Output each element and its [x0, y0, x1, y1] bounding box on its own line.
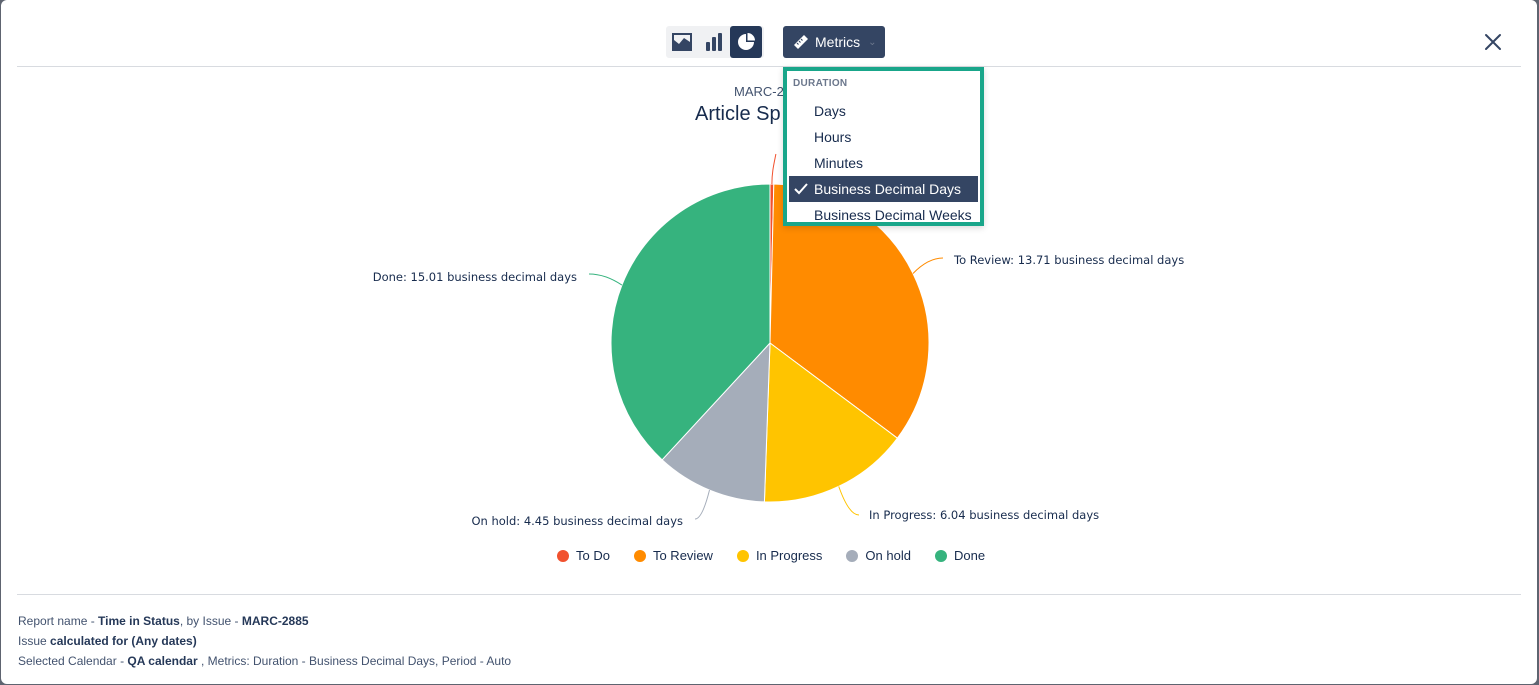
- footer-calendar: Selected Calendar - QA calendar , Metric…: [18, 654, 512, 668]
- close-icon: [1485, 34, 1501, 50]
- footer-divider: [17, 594, 1521, 595]
- legend-item-in-progress[interactable]: In Progress: [736, 548, 823, 563]
- report-footer: Report name - Time in Status, by Issue -…: [18, 611, 511, 671]
- legend-label: On hold: [865, 548, 911, 563]
- chart-legend: To Do To Review In Progress On hold Done: [557, 548, 985, 563]
- leader-line-in-progress: [838, 486, 860, 516]
- menu-item-days[interactable]: Days: [814, 103, 846, 119]
- data-label-to-review: To Review: 13.71 business decimal days: [953, 253, 1184, 267]
- menu-item-hours[interactable]: Hours: [814, 129, 852, 145]
- legend-item-on-hold[interactable]: On hold: [846, 548, 911, 563]
- legend-label: To Do: [576, 548, 610, 563]
- legend-label: In Progress: [755, 548, 823, 563]
- legend-swatch: [934, 549, 947, 562]
- area-chart-view-button[interactable]: [666, 26, 698, 58]
- metrics-button-label: Metrics: [815, 34, 861, 50]
- pie-chart-view-button[interactable]: [730, 26, 762, 58]
- chart-subtitle: MARC-2: [734, 84, 784, 99]
- area-chart-icon: [672, 33, 692, 51]
- data-label-on-hold: On hold: 4.45 business decimal days: [471, 514, 683, 528]
- pie-slice-on-hold[interactable]: [661, 341, 771, 503]
- chart-toolbar: Metrics ⌄: [1, 0, 1537, 68]
- footer-issue-range: Issue calculated for (Any dates): [18, 634, 197, 648]
- menu-section-duration: DURATION: [793, 78, 848, 89]
- ruler-icon: [794, 35, 808, 49]
- legend-swatch: [846, 549, 859, 562]
- leader-line-to-do: [771, 153, 777, 185]
- legend-label: Done: [953, 548, 986, 563]
- metrics-dropdown-button[interactable]: Metrics ⌄: [783, 26, 885, 58]
- chevron-down-icon: ⌄: [868, 36, 877, 48]
- menu-item-business-decimal-weeks[interactable]: Business Decimal Weeks: [814, 207, 972, 223]
- pie-chart-icon: [738, 33, 755, 50]
- footer-report-name: Report name - Time in Status, by Issue -…: [18, 614, 309, 628]
- legend-item-to-do[interactable]: To Do: [557, 548, 610, 563]
- leader-line-to-review: [912, 257, 944, 274]
- toolbar-divider: [17, 66, 1521, 67]
- checkmark-icon: [794, 183, 808, 195]
- chart-title: Article Sp: [695, 103, 781, 125]
- chart-view-switcher: [666, 26, 764, 58]
- data-label-in-progress: In Progress: 6.04 business decimal days: [869, 508, 1099, 522]
- menu-item-minutes[interactable]: Minutes: [814, 155, 864, 171]
- bar-chart-view-button[interactable]: [698, 26, 730, 58]
- legend-item-done[interactable]: Done: [934, 548, 986, 563]
- pie-chart: To Review: 13.71 business decimal days In…: [373, 153, 1184, 528]
- menu-item-business-decimal-days[interactable]: Business Decimal Days: [789, 176, 978, 202]
- pie-slice-done[interactable]: [610, 183, 771, 461]
- legend-swatch: [633, 549, 646, 562]
- bar-chart-icon: [706, 33, 722, 51]
- metrics-dropdown-menu: DURATION Days Hours Minutes Business Dec…: [783, 67, 984, 226]
- data-label-done: Done: 15.01 business decimal days: [373, 270, 577, 284]
- leader-line-on-hold: [694, 489, 710, 520]
- legend-swatch: [557, 549, 569, 562]
- pie-slice-in-progress[interactable]: [763, 342, 899, 503]
- legend-item-to-review[interactable]: To Review: [633, 548, 713, 563]
- legend-swatch: [736, 549, 749, 562]
- close-button[interactable]: [1481, 30, 1505, 54]
- leader-line-done: [588, 273, 623, 286]
- legend-label: To Review: [652, 548, 713, 563]
